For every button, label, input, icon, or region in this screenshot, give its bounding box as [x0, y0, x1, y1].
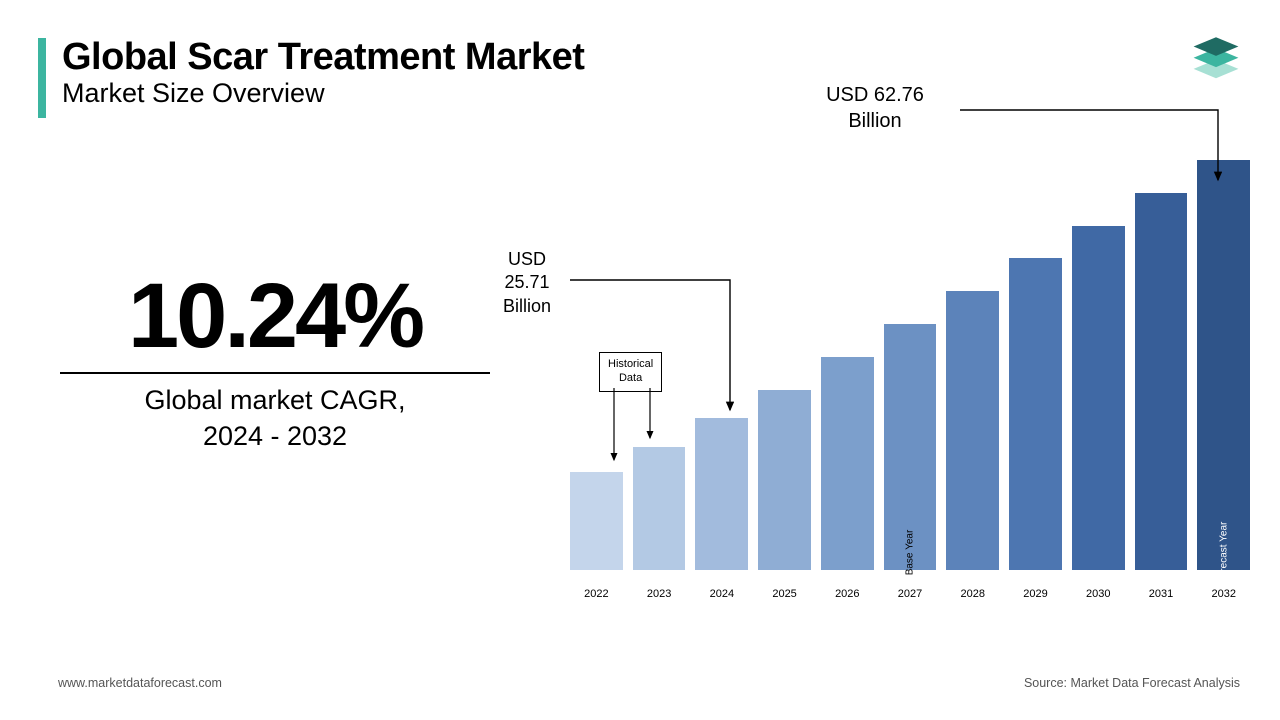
cagr-caption-line1: Global market CAGR, [144, 385, 405, 415]
title-block: Global Scar Treatment Market Market Size… [62, 38, 584, 109]
brand-logo [1188, 26, 1244, 82]
historical-line2: Data [619, 372, 642, 384]
xaxis-tick: 2026 [821, 588, 874, 600]
callout-start-line3: Billion [503, 296, 551, 316]
footer-url: www.marketdataforecast.com [58, 676, 222, 690]
chart-xaxis: 2022 2023 2024 2025 2026 2027 2028 2029 2030 2031… [570, 588, 1250, 600]
xaxis-tick: 2029 [1009, 588, 1062, 600]
header: Global Scar Treatment Market Market Size… [38, 38, 584, 118]
historical-data-box: Historical Data [599, 352, 662, 392]
stack-icon [1188, 26, 1244, 82]
callout-start-line2: 25.71 [504, 272, 549, 292]
bar [1072, 226, 1125, 570]
cagr-block: 10.24% Global market CAGR, 2024 - 2032 [60, 270, 490, 455]
xaxis-tick: 2031 [1135, 588, 1188, 600]
callout-start-line1: USD [508, 249, 546, 269]
cagr-caption-line2: 2024 - 2032 [203, 421, 347, 451]
callout-end-line2: Billion [848, 110, 901, 132]
xaxis-tick: 2030 [1072, 588, 1125, 600]
bar [1135, 193, 1188, 570]
bar [1009, 258, 1062, 570]
bar [570, 472, 623, 570]
bar [695, 418, 748, 570]
bar-col: Base Year [884, 324, 937, 570]
bar-col [821, 357, 874, 570]
callout-end-line1: USD 62.76 [826, 84, 924, 106]
cagr-value: 10.24% [60, 270, 490, 362]
bar-col [695, 418, 748, 570]
xaxis-tick: 2023 [633, 588, 686, 600]
bar [821, 357, 874, 570]
bar: Forecast Year [1197, 160, 1250, 570]
page-subtitle: Market Size Overview [62, 78, 584, 109]
historical-line1: Historical [608, 358, 653, 370]
xaxis-tick: 2024 [695, 588, 748, 600]
bar [633, 447, 686, 570]
cagr-caption: Global market CAGR, 2024 - 2032 [60, 382, 490, 455]
xaxis-tick: 2022 [570, 588, 623, 600]
bar-col [1072, 226, 1125, 570]
header-accent-bar [38, 38, 46, 118]
bar-col [570, 472, 623, 570]
page-root: Global Scar Treatment Market Market Size… [0, 0, 1280, 720]
xaxis-tick: 2032 [1197, 588, 1250, 600]
forecast-year-label: Forecast Year [1218, 522, 1229, 584]
bar: Base Year [884, 324, 937, 570]
bar-col [758, 390, 811, 570]
bar-chart: Base YearForecast Year 20222023202420252… [570, 160, 1250, 600]
bar-col [633, 447, 686, 570]
xaxis-tick: 2027 [884, 588, 937, 600]
bar-col: Forecast Year [1197, 160, 1250, 570]
bar-col [1009, 258, 1062, 570]
xaxis-tick: 2025 [758, 588, 811, 600]
bar [946, 291, 999, 570]
callout-start-value: USD 25.71 Billion [482, 248, 572, 318]
callout-end-value: USD 62.76 Billion [790, 82, 960, 134]
page-title: Global Scar Treatment Market [62, 38, 584, 78]
base-year-label: Base Year [905, 530, 916, 576]
chart-bars-row: Base Year Forecast Year [570, 160, 1250, 570]
bar-col [1135, 193, 1188, 570]
bar [758, 390, 811, 570]
bar-col [946, 291, 999, 570]
footer-source: Source: Market Data Forecast Analysis [1024, 676, 1240, 690]
xaxis-tick: 2028 [946, 588, 999, 600]
cagr-divider [60, 372, 490, 374]
